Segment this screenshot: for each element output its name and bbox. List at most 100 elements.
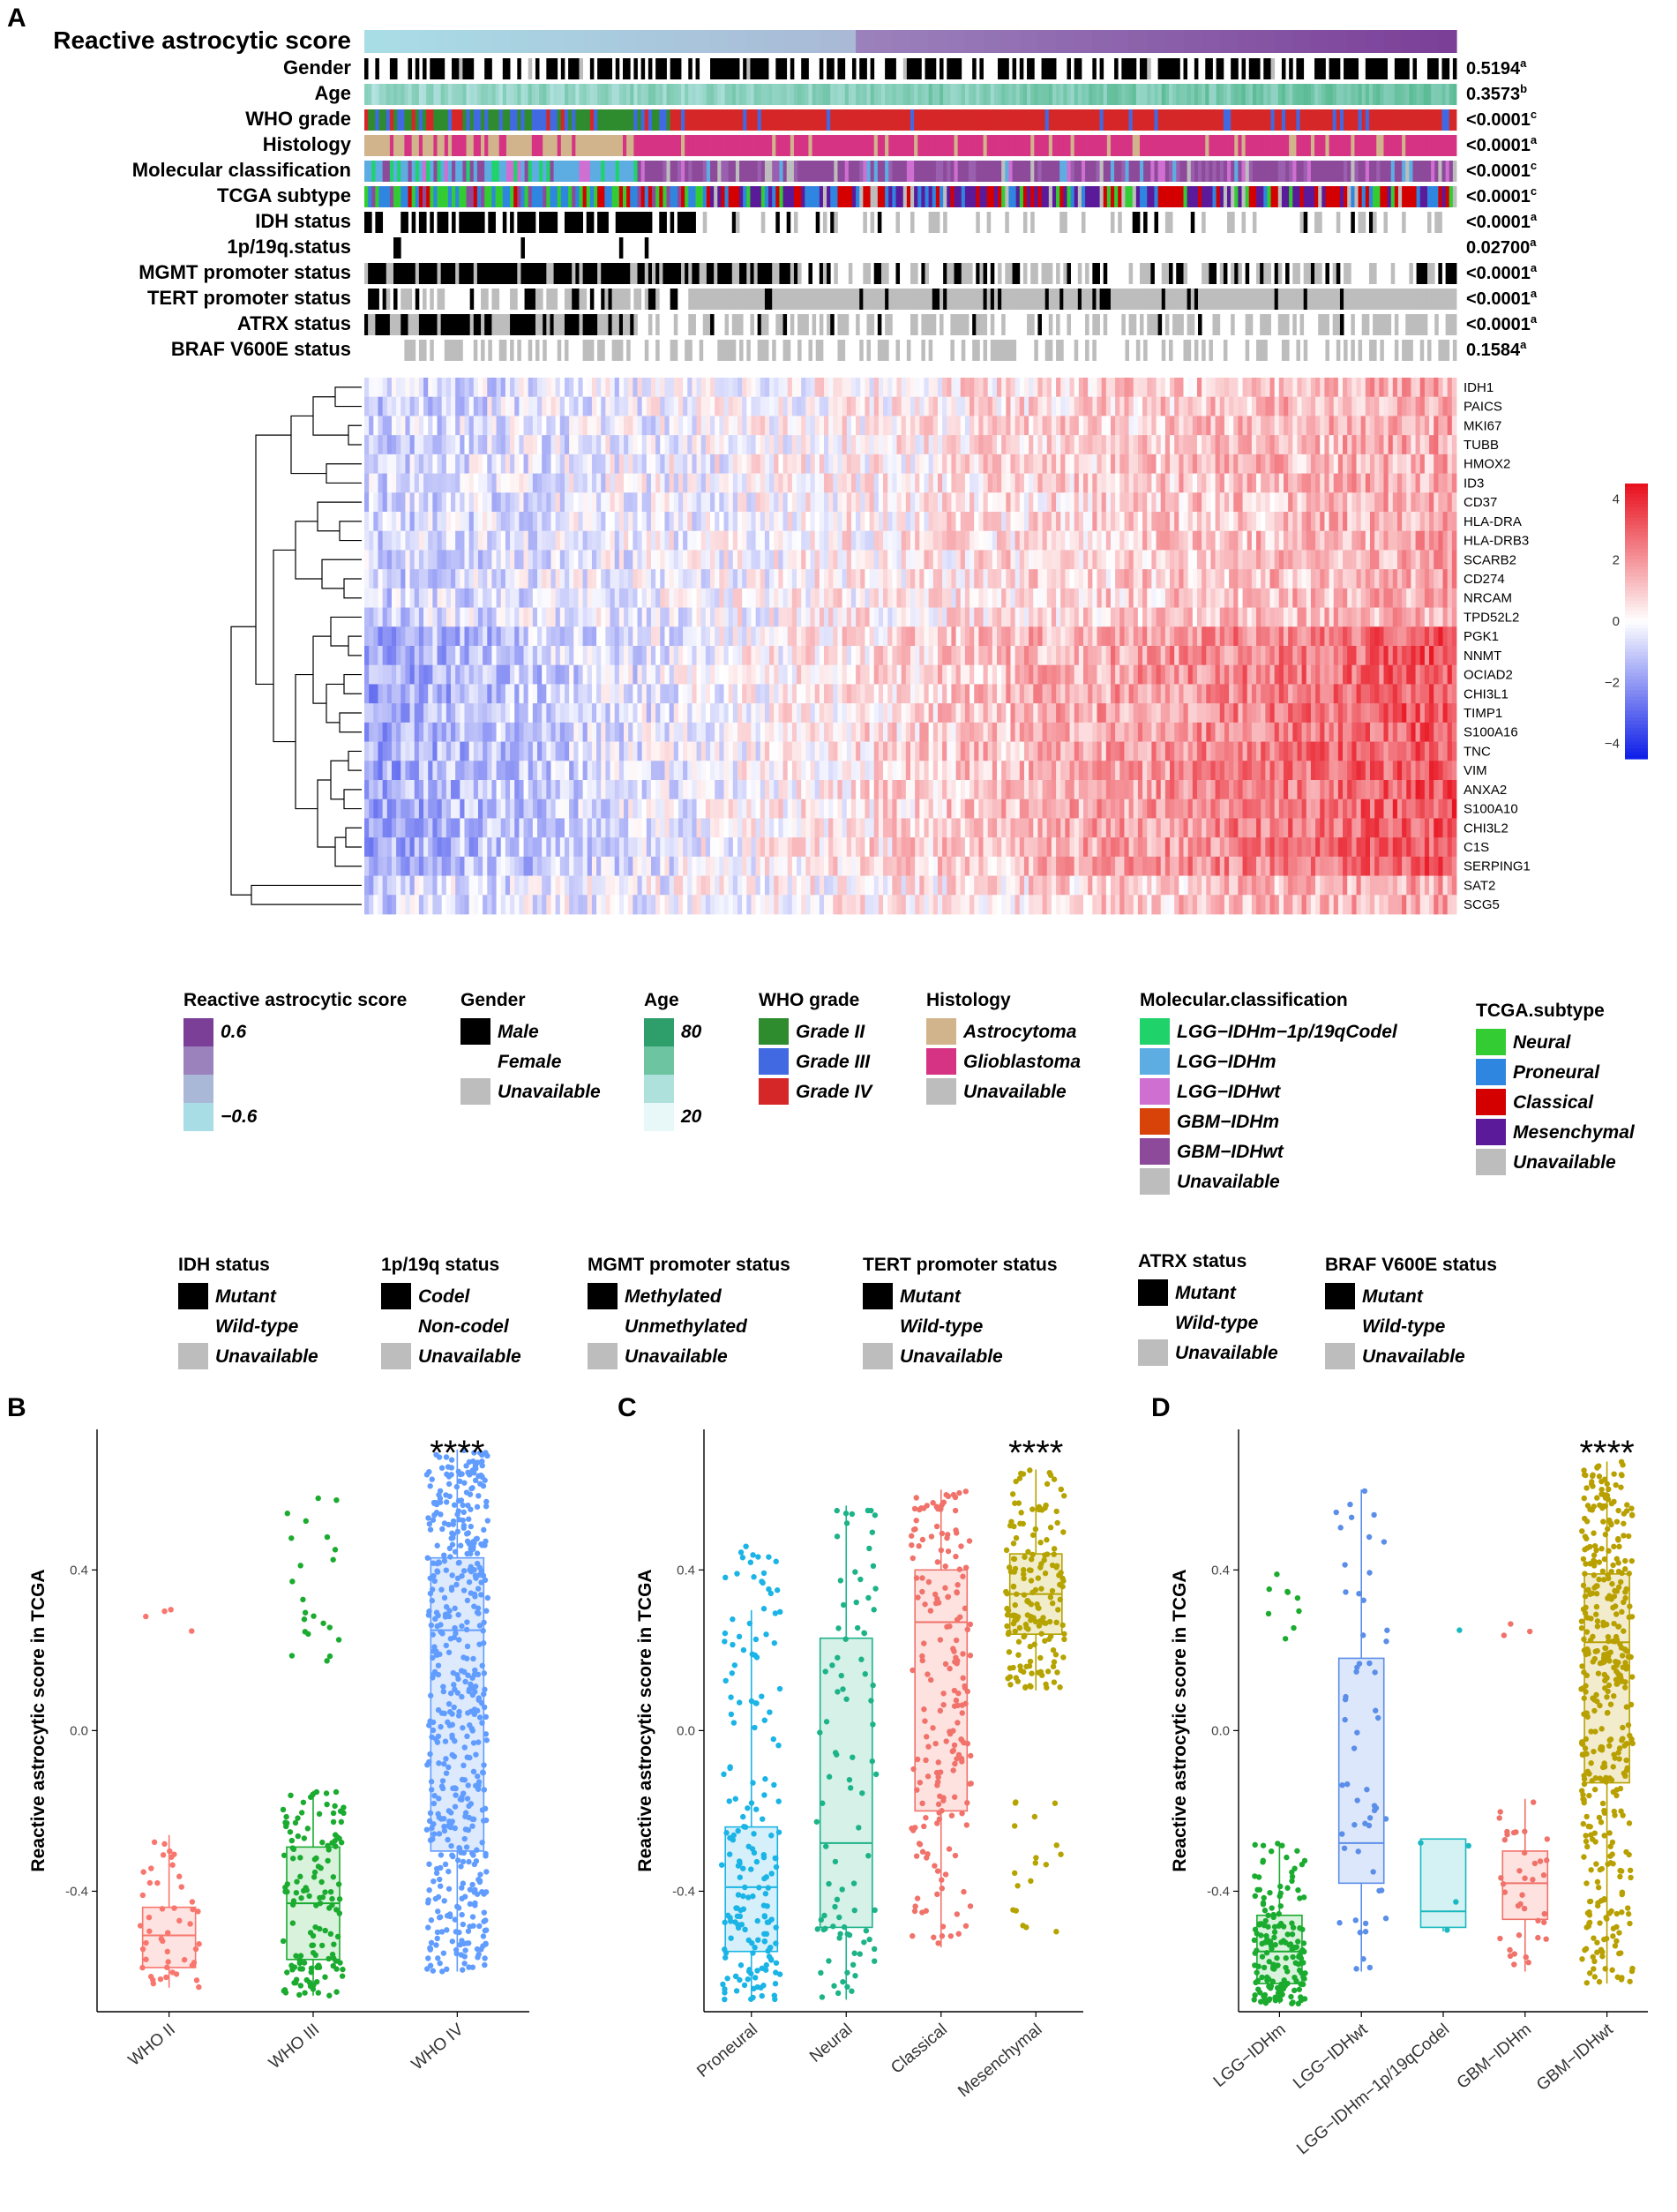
- heatmap-cell: [1411, 378, 1416, 398]
- heatmap-cell: [614, 416, 620, 436]
- heatmap-cell: [751, 512, 757, 532]
- track-cell: [699, 161, 704, 182]
- heatmap-cell: [555, 550, 561, 570]
- heatmap-cell: [1110, 378, 1116, 398]
- heatmap-cell: [477, 473, 483, 493]
- track-cell: [553, 212, 558, 233]
- heatmap-cell: [1051, 454, 1057, 474]
- track-cell: [459, 135, 463, 156]
- track-cell: [910, 263, 915, 284]
- track-cell: [1183, 84, 1188, 105]
- heatmap-cell: [445, 550, 452, 570]
- track-cell: [1358, 109, 1363, 131]
- track-cell: [644, 84, 649, 105]
- track-cell: [1289, 84, 1293, 105]
- heatmap-cell: [1010, 492, 1016, 513]
- heatmap-cell: [582, 378, 588, 398]
- heatmap-cell: [1261, 512, 1266, 532]
- heatmap-cell: [1324, 435, 1329, 455]
- heatmap-cell: [1124, 512, 1129, 532]
- heatmap-cell: [947, 454, 952, 474]
- heatmap-cell: [1224, 435, 1230, 455]
- track-cell: [815, 186, 820, 207]
- score-track-cell: [546, 30, 565, 53]
- track-cell: [401, 186, 405, 207]
- track-cell: [979, 58, 984, 79]
- track-cell: [1252, 109, 1257, 131]
- track-cell: [1347, 58, 1351, 79]
- heatmap-cell: [564, 473, 570, 493]
- heatmap-cell: [1060, 396, 1066, 416]
- heatmap-cell: [510, 454, 515, 474]
- track-cell: [375, 263, 379, 284]
- track-cell: [972, 340, 977, 361]
- track-cell: [714, 84, 718, 105]
- heatmap-cell: [910, 378, 916, 398]
- track-cell: [572, 135, 576, 156]
- track-cell: [1154, 314, 1159, 335]
- heatmap-cell: [883, 492, 888, 513]
- track-cell: [1303, 161, 1308, 182]
- heatmap-cell: [532, 454, 538, 474]
- heatmap-cell: [992, 512, 998, 532]
- track-cell: [1306, 109, 1312, 131]
- heatmap-cell: [1196, 396, 1202, 416]
- track-cell: [666, 186, 671, 207]
- track-cell: [1125, 289, 1129, 310]
- track-cell: [543, 186, 547, 207]
- track-cell: [1441, 340, 1447, 361]
- heatmap-cell: [1438, 492, 1443, 513]
- track-cell: [466, 161, 471, 182]
- track-cell: [950, 340, 955, 361]
- heatmap-cell: [728, 454, 734, 474]
- heatmap-cell: [628, 378, 633, 398]
- heatmap-cell: [500, 435, 506, 455]
- heatmap-cell: [519, 378, 524, 398]
- track-cell: [1299, 289, 1305, 310]
- heatmap-cell: [992, 396, 998, 416]
- track-cell: [531, 186, 536, 207]
- heatmap-cell: [1388, 454, 1394, 474]
- track-cell: [455, 135, 460, 156]
- track-cell: [473, 186, 478, 207]
- track-cell: [969, 263, 973, 284]
- track-cell: [608, 58, 613, 79]
- heatmap-cell: [1233, 473, 1239, 493]
- track-cell: [452, 161, 456, 182]
- track-cell: [841, 340, 846, 361]
- heatmap-cell: [987, 530, 993, 551]
- track-cell: [1361, 186, 1366, 207]
- heatmap-cell: [705, 435, 711, 455]
- track-cell: [998, 161, 1002, 182]
- track-cell: [1070, 135, 1075, 156]
- dendrogram-branch: [321, 559, 362, 589]
- heatmap-cell: [1374, 473, 1380, 493]
- heatmap-cell: [1156, 473, 1162, 493]
- track-cell: [1118, 84, 1122, 105]
- track-cell: [925, 289, 930, 310]
- track-cell: [1132, 212, 1137, 233]
- track-cell: [1092, 186, 1097, 207]
- track-cell: [1176, 314, 1180, 335]
- heatmap-cell: [669, 396, 675, 416]
- track-cell: [582, 340, 588, 361]
- heatmap-cell: [1333, 492, 1339, 513]
- track-cell: [637, 161, 642, 182]
- track-cell: [993, 289, 999, 310]
- heatmap-cell: [428, 378, 433, 398]
- heatmap-cell: [587, 454, 593, 474]
- track-cell: [1114, 58, 1119, 79]
- track-cell: [505, 84, 511, 105]
- dendrogram-branch: [330, 616, 362, 647]
- track-cell: [368, 314, 372, 335]
- track-cell: [498, 186, 504, 207]
- track-cell: [1168, 109, 1173, 131]
- heatmap-cell: [833, 378, 838, 398]
- track-cell: [560, 58, 565, 79]
- heatmap-cell: [587, 512, 593, 532]
- heatmap-cell: [856, 473, 861, 493]
- heatmap-cell: [901, 530, 907, 551]
- track-cell: [692, 161, 696, 182]
- heatmap-cell: [514, 454, 520, 474]
- track-cell: [426, 161, 430, 182]
